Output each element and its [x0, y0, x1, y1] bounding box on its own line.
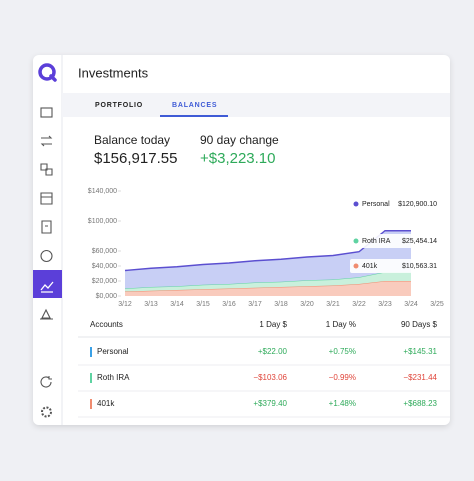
x-tick-label: 3/12	[118, 301, 132, 308]
area	[125, 281, 411, 296]
row-color-bar	[90, 399, 92, 409]
balance-chart: $0,000 $20,000 $40,000 $60,000 $100,000 $140,…	[88, 188, 444, 308]
tab[interactable]: PORTFOLIO	[95, 102, 143, 109]
logo	[38, 63, 57, 82]
x-tick-label: 3/13	[144, 301, 158, 308]
nav-investments-icon[interactable]	[40, 281, 54, 293]
callout-box	[350, 234, 440, 248]
callout-dot	[353, 263, 359, 269]
change-cell: +1.48%	[329, 399, 356, 408]
nav-transfer[interactable]	[40, 135, 53, 147]
callout-name: 401k	[362, 263, 378, 270]
y-tick-label: $20,000	[92, 278, 117, 285]
tab-active[interactable]: BALANCES	[172, 102, 217, 109]
nav-accounts[interactable]	[40, 163, 53, 176]
column-header: 1 Day %	[326, 320, 356, 329]
x-tick-label: 3/15	[196, 301, 210, 308]
nav-settings[interactable]	[41, 406, 52, 418]
summary-label: 90 day change	[200, 133, 279, 147]
callout-dot	[353, 201, 359, 207]
y-tick-label: $0,000	[96, 293, 118, 300]
x-tick-label: 3/22	[352, 301, 366, 308]
change-cell: +$145.31	[403, 347, 437, 356]
change-cell: +$22.00	[258, 347, 288, 356]
row-color-bar	[90, 347, 92, 357]
nav-dashboard[interactable]	[40, 107, 53, 118]
change-cell: +$688.23	[403, 399, 437, 408]
callout-name: Personal	[362, 201, 390, 208]
change-cell: +0.75%	[329, 347, 356, 356]
change-cell: −$103.06	[253, 373, 287, 382]
x-tick-label: 3/14	[170, 301, 184, 308]
change-cell: −$231.44	[403, 373, 437, 382]
column-header: 90 Days $	[401, 320, 438, 329]
tab-underline	[160, 115, 228, 117]
x-tick-label: 3/25	[430, 301, 444, 308]
x-tick-label: 3/17	[248, 301, 262, 308]
y-tick-label: $140,000	[88, 188, 117, 195]
x-tick-label: 3/18	[274, 301, 288, 308]
callout-amount: $10,563.31	[402, 263, 437, 270]
change-cell: +$379.40	[253, 399, 287, 408]
callout-amount: $120,900.10	[398, 201, 437, 208]
account-name: Personal	[97, 347, 129, 356]
change-cell: −0.99%	[329, 373, 356, 382]
row-color-bar	[90, 373, 92, 383]
callout-dot	[353, 238, 359, 244]
nav-reports[interactable]	[41, 220, 52, 234]
page-title: Investments	[78, 65, 149, 80]
callout-box	[350, 197, 440, 211]
tab-bar	[62, 93, 450, 117]
x-tick-label: 3/16	[222, 301, 236, 308]
x-tick-label: 3/21	[326, 301, 340, 308]
nav-budget[interactable]	[40, 249, 53, 263]
callout-name: Roth IRA	[362, 238, 391, 245]
column-header: Accounts	[90, 320, 123, 329]
area	[125, 230, 411, 289]
area	[125, 272, 411, 292]
accounts-table: Accounts 1 Day $ 1 Day % 90 Days $ Personal +…	[78, 320, 450, 418]
nav-goals[interactable]	[40, 308, 53, 320]
y-tick-label: $100,000	[88, 218, 117, 225]
area-line	[124, 230, 411, 272]
nav-icons[interactable]	[40, 107, 53, 263]
callout-box	[350, 259, 440, 273]
x-tick-label: 3/23	[378, 301, 392, 308]
nav-investments-active[interactable]	[33, 270, 62, 298]
summary-value: $156,917.55	[94, 150, 177, 167]
y-tick-label: $60,000	[92, 248, 117, 255]
column-header: 1 Day $	[259, 320, 287, 329]
y-tick-label: $40,000	[92, 263, 117, 270]
nav-refresh[interactable]	[40, 376, 52, 388]
x-tick-label: 3/20	[300, 301, 314, 308]
app-window	[33, 55, 450, 425]
nav-calendar[interactable]	[40, 192, 53, 205]
summary-label: Balance today	[94, 133, 170, 147]
callout-amount: $25,454.14	[402, 238, 437, 245]
account-name: 401k	[97, 399, 115, 408]
account-name: Roth IRA	[97, 373, 130, 382]
summary-value: +$3,223.10	[200, 150, 276, 167]
x-tick-label: 3/24	[404, 301, 418, 308]
